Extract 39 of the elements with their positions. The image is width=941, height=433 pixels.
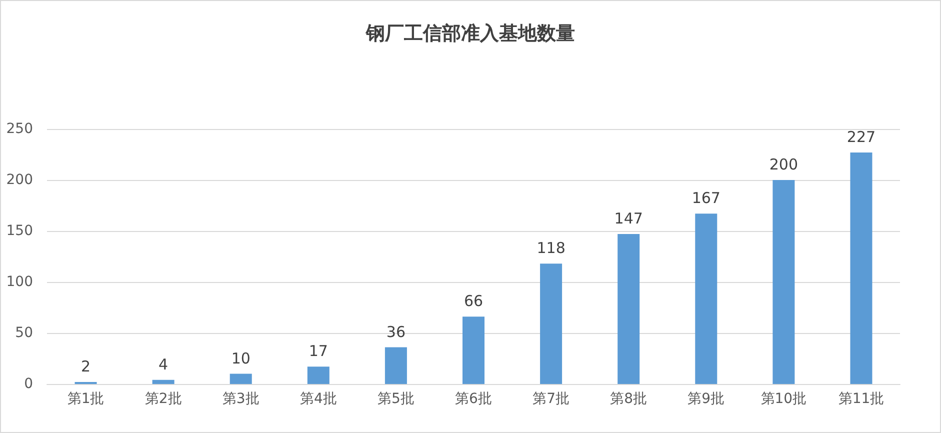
bar bbox=[384, 347, 407, 384]
bar bbox=[695, 214, 718, 384]
x-tick-label: 第2批 bbox=[144, 391, 182, 407]
y-tick-label: 100 bbox=[6, 274, 33, 290]
bar bbox=[618, 234, 640, 384]
data-label: 227 bbox=[846, 128, 876, 146]
x-tick-label: 第9批 bbox=[688, 391, 725, 407]
bar bbox=[540, 264, 562, 384]
bar bbox=[850, 152, 872, 384]
data-label: 10 bbox=[231, 349, 250, 368]
x-tick-label: 第8批 bbox=[610, 391, 648, 407]
y-tick-label: 0 bbox=[24, 376, 33, 392]
x-tick-label: 第1批 bbox=[67, 391, 104, 407]
data-label: 200 bbox=[769, 156, 798, 174]
bar bbox=[152, 380, 174, 384]
y-tick-label: 250 bbox=[6, 121, 33, 137]
chart-title: 钢厂工信部准入基地数量 bbox=[365, 22, 575, 44]
bar bbox=[462, 316, 484, 384]
x-tick-label: 第7批 bbox=[532, 391, 570, 407]
x-tick-label: 第6批 bbox=[455, 391, 492, 407]
y-tick-label: 200 bbox=[6, 172, 33, 188]
bar bbox=[230, 374, 252, 384]
x-tick-label: 第10批 bbox=[760, 391, 807, 407]
bar bbox=[772, 180, 795, 384]
data-label: 66 bbox=[464, 292, 484, 310]
data-label: 118 bbox=[536, 239, 566, 258]
bar bbox=[307, 366, 330, 384]
data-label: 147 bbox=[614, 210, 643, 228]
data-label: 36 bbox=[386, 322, 406, 341]
x-tick-label: 第3批 bbox=[222, 391, 260, 407]
x-tick-label: 第4批 bbox=[300, 391, 337, 407]
x-tick-label: 第5批 bbox=[377, 391, 414, 407]
y-tick-label: 50 bbox=[15, 325, 33, 341]
data-label: 4 bbox=[158, 355, 168, 374]
data-label: 17 bbox=[308, 342, 328, 360]
data-label: 2 bbox=[81, 357, 91, 376]
x-tick-label: 第11批 bbox=[838, 391, 884, 407]
y-tick-label: 150 bbox=[6, 223, 33, 239]
data-label: 167 bbox=[692, 189, 720, 208]
